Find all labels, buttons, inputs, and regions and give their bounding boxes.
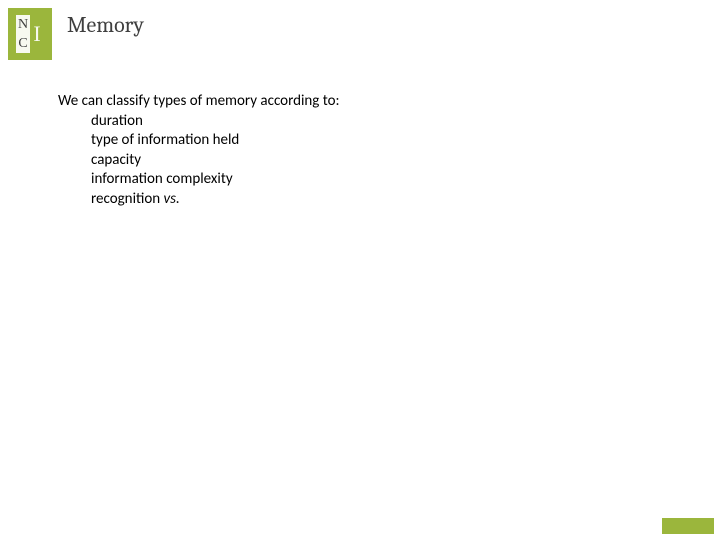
logo: N I C xyxy=(8,8,52,60)
logo-inner: N I C xyxy=(16,15,44,53)
footer-accent-bar xyxy=(662,518,714,534)
list-item: duration xyxy=(91,112,340,132)
list-item: information complexity xyxy=(91,170,340,190)
bullet-list: duration type of information held capaci… xyxy=(58,112,340,210)
list-item-last: recognition vs. xyxy=(91,190,340,210)
list-item: type of information held xyxy=(91,131,340,151)
list-item: capacity xyxy=(91,151,340,171)
intro-text: We can classify types of memory accordin… xyxy=(58,92,340,112)
logo-letter-n: N xyxy=(16,15,30,34)
page-title: Memory xyxy=(67,12,144,38)
body-content: We can classify types of memory accordin… xyxy=(58,92,340,209)
logo-letter-i: I xyxy=(30,15,44,53)
last-italic: vs. xyxy=(164,190,180,208)
logo-letter-c: C xyxy=(16,34,30,53)
last-prefix: recognition xyxy=(91,190,164,208)
